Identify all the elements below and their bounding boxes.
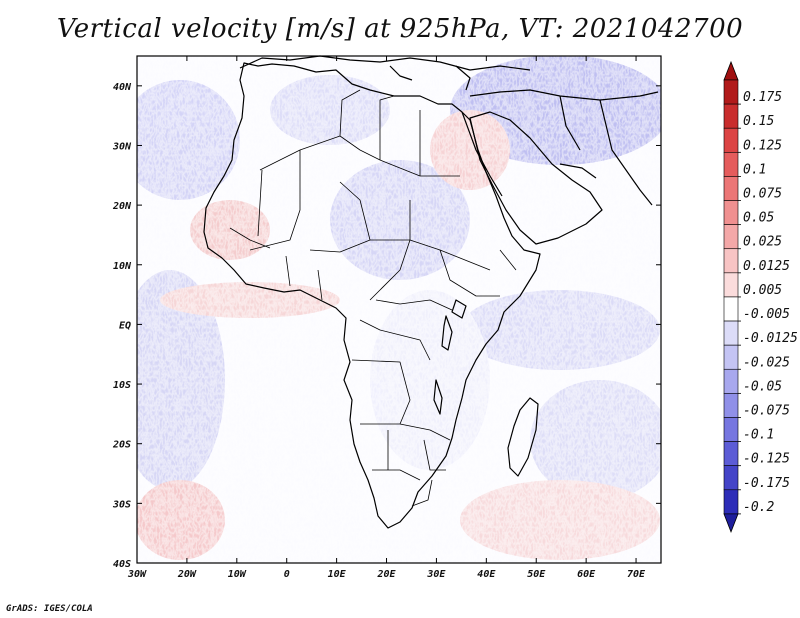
lon-tick-label: 60E bbox=[577, 569, 596, 580]
map-field bbox=[137, 56, 661, 563]
lon-tick-label: 50E bbox=[527, 569, 546, 580]
lat-tick-label: EQ bbox=[119, 320, 131, 331]
colorbar-label: -0.0125 bbox=[743, 331, 798, 346]
colorbar-label: 0.075 bbox=[743, 187, 782, 202]
colorbar-segment bbox=[723, 79, 739, 105]
lon-tick-label: 70E bbox=[627, 569, 646, 580]
colorbar-segment bbox=[723, 127, 739, 153]
colorbar-label: 0.0125 bbox=[743, 259, 790, 274]
colorbar: 0.175 0.15 0.125 0.1 0.075 0.05 0.025 0.0125 0.0… bbox=[723, 60, 798, 533]
colorbar-segment bbox=[723, 200, 739, 225]
colorbar-label: -0.1 bbox=[743, 428, 774, 443]
colorbar-segment bbox=[723, 441, 739, 466]
lat-tick-label: 40S bbox=[113, 559, 131, 570]
colorbar-segment bbox=[723, 272, 739, 298]
lon-tick-label: 30E bbox=[426, 569, 446, 580]
lat-tick-label: 20N bbox=[112, 201, 132, 212]
map-title: Vertical velocity [m/s] at 925hPa, VT: 2… bbox=[56, 14, 744, 44]
colorbar-label: 0.125 bbox=[743, 138, 782, 153]
colorbar-label: 0.175 bbox=[743, 90, 782, 105]
colorbar-label: -0.075 bbox=[743, 403, 790, 418]
colorbar-label: -0.025 bbox=[743, 355, 790, 370]
colorbar-label: 0.1 bbox=[743, 162, 766, 177]
lat-tick-label: 40N bbox=[113, 82, 132, 93]
grads-credit: GrADS: IGES/COLA bbox=[6, 604, 93, 614]
colorbar-top-arrow bbox=[723, 60, 739, 81]
lon-tick-label: 40E bbox=[477, 569, 496, 580]
colorbar-label: -0.2 bbox=[743, 500, 774, 515]
lon-tick-label: 30W bbox=[127, 569, 147, 580]
colorbar-segment bbox=[723, 152, 739, 177]
map-frame bbox=[136, 55, 662, 564]
colorbar-label: 0.005 bbox=[743, 283, 782, 298]
lat-tick-label: 30N bbox=[112, 141, 132, 152]
colorbar-label: 0.05 bbox=[743, 211, 774, 226]
colorbar-segment bbox=[723, 417, 739, 442]
colorbar-segment bbox=[723, 176, 739, 201]
colorbar-segment bbox=[723, 368, 739, 394]
colorbar-segment bbox=[723, 248, 739, 274]
colorbar-label: 0.025 bbox=[743, 235, 782, 250]
colorbar-segment bbox=[723, 344, 739, 370]
lat-tick-label: 20S bbox=[112, 440, 131, 451]
lat-tick-label: 10S bbox=[113, 380, 131, 391]
lon-tick-label: 10W bbox=[228, 569, 247, 580]
colorbar-segment bbox=[723, 103, 739, 129]
colorbar-label: 0.15 bbox=[743, 114, 774, 129]
colorbar-segment bbox=[723, 465, 739, 491]
longitude-axis: 30W 20W 10W 0 10E 20E 30E 40E 50E 60E 70E bbox=[127, 56, 646, 580]
colorbar-label: -0.005 bbox=[743, 307, 790, 322]
colorbar-segment bbox=[723, 393, 739, 418]
coastlines bbox=[203, 55, 659, 529]
colorbar-label: -0.05 bbox=[743, 379, 782, 394]
colorbar-segment bbox=[723, 320, 739, 346]
lon-tick-label: 20W bbox=[177, 569, 197, 580]
colorbar-segment bbox=[723, 489, 739, 515]
latitude-axis: 40N 30N 20N 10N EQ 10S 20S 30S 40S bbox=[112, 82, 661, 570]
lon-tick-label: 0 bbox=[284, 569, 290, 580]
colorbar-segment bbox=[723, 296, 739, 322]
colorbar-label: -0.125 bbox=[743, 452, 790, 467]
lat-tick-label: 30S bbox=[112, 499, 131, 510]
lon-tick-label: 20E bbox=[376, 569, 396, 580]
colorbar-label: -0.175 bbox=[743, 476, 790, 491]
colorbar-bottom-arrow bbox=[723, 513, 739, 533]
lon-tick-label: 10E bbox=[328, 569, 347, 580]
colorbar-segment bbox=[723, 224, 739, 250]
lat-tick-label: 10N bbox=[113, 261, 132, 272]
